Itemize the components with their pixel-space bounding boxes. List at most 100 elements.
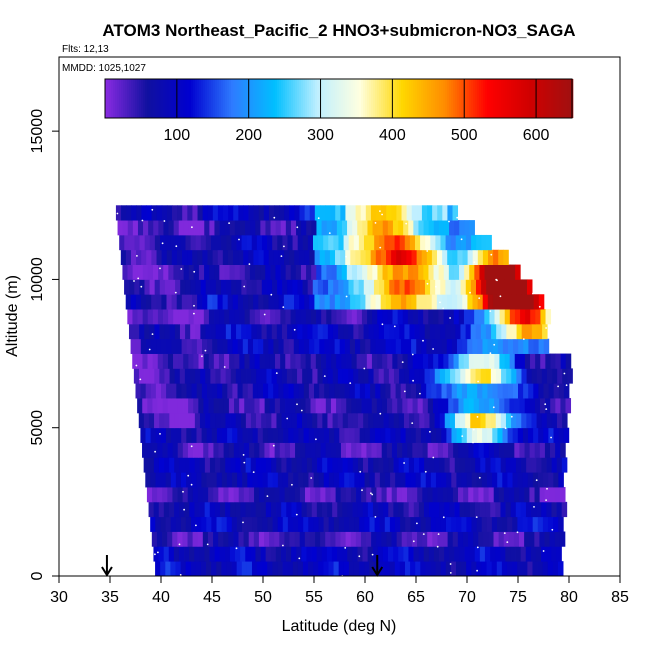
heatmap-cell	[246, 368, 252, 384]
heatmap-cell	[447, 531, 454, 547]
track-point	[424, 470, 427, 473]
track-point	[476, 416, 479, 418]
heatmap-cell	[524, 531, 530, 547]
heatmap-cell	[357, 220, 363, 236]
heatmap-cell	[446, 472, 452, 488]
heatmap-cell	[440, 279, 446, 295]
colorbar-swatch	[165, 79, 168, 118]
heatmap-cell	[220, 368, 227, 384]
heatmap-cell	[456, 516, 462, 532]
heatmap-cell	[415, 516, 421, 532]
heatmap-cell	[399, 368, 405, 384]
colorbar-swatch	[327, 79, 330, 118]
heatmap-cell	[401, 205, 408, 221]
colorbar-swatch	[529, 79, 532, 118]
colorbar-swatch	[135, 79, 138, 118]
colorbar-swatch	[295, 79, 298, 118]
heatmap-cell	[162, 353, 169, 369]
heatmap-cell	[536, 501, 542, 518]
heatmap-cell	[535, 353, 541, 369]
heatmap-cell	[553, 383, 560, 399]
heatmap-cell	[255, 546, 261, 562]
heatmap-cell	[254, 442, 260, 458]
heatmap-cell	[281, 368, 288, 384]
heatmap-cell	[301, 457, 308, 473]
heatmap-cell	[305, 398, 311, 414]
heatmap-cell	[277, 516, 284, 532]
colorbar-swatch	[309, 79, 312, 118]
heatmap-cell	[469, 264, 475, 280]
track-point	[374, 222, 377, 224]
heatmap-cell	[435, 279, 441, 295]
heatmap-cell	[169, 457, 175, 473]
heatmap-cell	[373, 457, 379, 473]
heatmap-cell	[228, 487, 235, 503]
heatmap-cell	[519, 531, 525, 547]
colorbar-swatch	[229, 79, 232, 118]
heatmap-cell	[384, 516, 391, 532]
heatmap-cell	[319, 294, 326, 310]
heatmap-cell	[218, 531, 224, 547]
heatmap-cell	[157, 398, 164, 414]
heatmap-cell	[302, 279, 309, 295]
heatmap-cell	[210, 234, 217, 251]
colorbar-swatch	[305, 79, 308, 118]
heatmap-cell	[518, 338, 524, 354]
heatmap-cell	[361, 398, 368, 414]
heatmap-cell	[379, 279, 385, 295]
heatmap-cell	[374, 516, 381, 532]
heatmap-cell	[241, 561, 248, 577]
heatmap-cell	[145, 472, 151, 488]
heatmap-cell	[227, 383, 233, 399]
heatmap-cell	[188, 264, 195, 280]
colorbar-swatch	[191, 79, 194, 118]
colorbar-swatch	[171, 79, 174, 118]
x-tick-label: 30	[50, 589, 68, 606]
heatmap-cell	[320, 398, 327, 414]
heatmap-cell	[324, 338, 330, 354]
heatmap-cell	[554, 487, 561, 503]
heatmap-cell	[305, 487, 311, 503]
heatmap-cell	[167, 398, 174, 414]
track-point	[495, 278, 498, 281]
heatmap-cell	[204, 264, 210, 280]
heatmap-cell	[487, 338, 494, 354]
heatmap-cell	[254, 309, 261, 325]
track-point	[243, 285, 246, 288]
heatmap-cell	[423, 264, 429, 280]
heatmap-cell	[477, 383, 483, 399]
heatmap-cell	[167, 487, 173, 503]
heatmap-cell	[276, 368, 283, 384]
heatmap-cell	[144, 234, 151, 251]
heatmap-cell	[533, 338, 539, 354]
heatmap-cell	[444, 457, 451, 473]
heatmap-cell	[521, 457, 527, 473]
heatmap-cell	[425, 516, 432, 532]
x-tick-label: 85	[611, 589, 629, 606]
heatmap-cell	[371, 398, 378, 414]
heatmap-cell	[452, 487, 459, 503]
colorbar-swatch	[239, 79, 242, 118]
heatmap-cell	[309, 249, 316, 265]
heatmap-cell	[325, 487, 331, 503]
heatmap-cell	[381, 442, 388, 458]
heatmap-cell	[458, 309, 465, 325]
heatmap-cell	[171, 383, 177, 399]
heatmap-cell	[208, 487, 214, 503]
heatmap-cell	[469, 546, 476, 562]
heatmap-cell	[244, 353, 250, 369]
heatmap-cell	[514, 442, 520, 458]
heatmap-cell	[185, 561, 192, 577]
colorbar-swatch	[273, 79, 276, 118]
heatmap-cell	[156, 531, 163, 547]
heatmap-cell	[396, 205, 402, 221]
heatmap-cell	[264, 353, 271, 369]
heatmap-cell	[259, 353, 266, 369]
heatmap-cell	[191, 338, 198, 354]
heatmap-cell	[383, 457, 389, 473]
heatmap-cell	[306, 457, 313, 473]
heatmap-cell	[218, 398, 225, 414]
heatmap-cell	[355, 294, 361, 310]
heatmap-cell	[336, 398, 342, 414]
heatmap-cell	[362, 220, 368, 236]
